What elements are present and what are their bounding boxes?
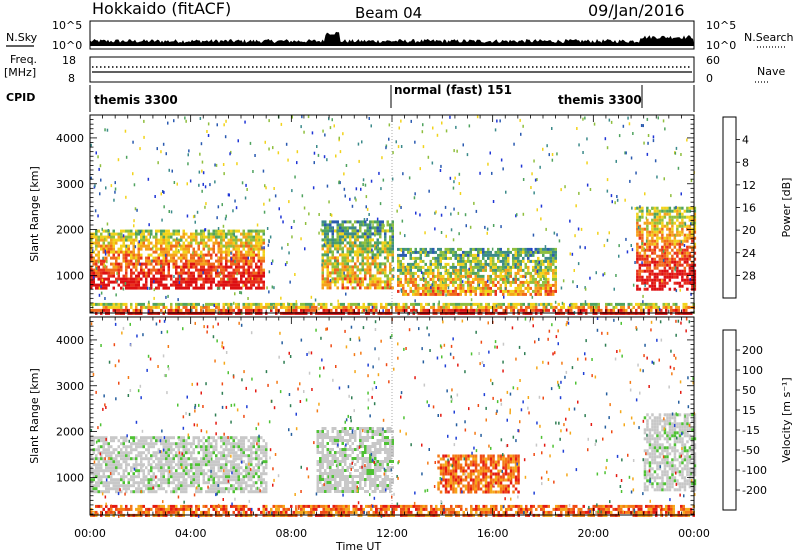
y-tick-label: 1000 <box>56 471 84 484</box>
colorbar-tick-label: 28 <box>742 269 756 282</box>
cpid-segment-label: themis 3300 <box>94 93 178 107</box>
x-tick-label: 00:00 <box>74 527 106 540</box>
cpid-segment-label: themis 3300 <box>558 93 642 107</box>
colorbar-tick-label: 8 <box>742 156 749 169</box>
y-axis-label: Slant Range [km] <box>28 368 41 464</box>
data-region <box>636 206 697 291</box>
data-region <box>90 302 695 315</box>
data-region <box>643 413 697 492</box>
freq-right-tick-low: 0 <box>706 72 713 85</box>
freq-left-tick-low: 8 <box>68 72 75 85</box>
y-tick-label: 2000 <box>56 224 84 237</box>
y-tick-label: 4000 <box>56 334 84 347</box>
data-region <box>316 427 394 493</box>
colorbar-tick-label: 15 <box>742 404 756 417</box>
nsky-label: N.Sky <box>6 31 38 44</box>
x-tick-label: 20:00 <box>577 527 609 540</box>
y-tick-label: 2000 <box>56 426 84 439</box>
scatter-echoes <box>90 317 696 518</box>
freq-label: Freq. <box>10 53 37 66</box>
y-tick-label: 4000 <box>56 132 84 145</box>
x-tick-label: 12:00 <box>376 527 408 540</box>
colorbar-tick-label: 20 <box>742 224 756 237</box>
nave-label: Nave <box>757 65 785 78</box>
power-colorbar: 4 8 12 16 20 24 28 Power [dB] <box>722 116 793 299</box>
y-tick-label: 3000 <box>56 178 84 191</box>
freq-right-tick-high: 60 <box>706 54 720 67</box>
data-region <box>90 436 268 494</box>
cpid-segment-label: normal (fast) 151 <box>394 83 512 97</box>
colorbar-tick-label: 12 <box>742 179 756 192</box>
x-axis-label: Time UT <box>335 540 381 553</box>
scatter-echoes <box>90 115 696 316</box>
cpid-label: CPID <box>6 91 35 104</box>
beam-title: Beam 04 <box>355 4 422 22</box>
x-tick-label: 04:00 <box>175 527 207 540</box>
colorbar-tick-label: -50 <box>742 444 760 457</box>
x-tick-label: 16:00 <box>477 527 509 540</box>
colorbar-tick-label: 50 <box>742 384 756 397</box>
colorbar-label: Power [dB] <box>780 178 793 238</box>
noise-left-tick-high: 10^5 <box>52 19 82 32</box>
freq-panel: 18 8 60 0 <box>62 54 720 85</box>
power-panel: 1000 2000 3000 4000 Slant Range [km] <box>28 114 697 316</box>
colorbar-tick-label: -200 <box>742 484 767 497</box>
colorbar-tick-label: 16 <box>742 202 756 215</box>
y-tick-label: 3000 <box>56 380 84 393</box>
noise-left-tick-low: 10^0 <box>52 39 82 52</box>
x-tick-label: 08:00 <box>275 527 307 540</box>
data-region <box>90 229 265 290</box>
noise-trace <box>90 31 694 46</box>
noise-right-tick-high: 10^5 <box>706 19 736 32</box>
colorbar-tick-label: 100 <box>742 364 763 377</box>
date-title: 09/Jan/2016 <box>588 1 685 20</box>
data-region <box>437 454 520 494</box>
data-region <box>321 220 394 290</box>
data-region <box>397 247 557 296</box>
cpid-row: themis 3300 normal (fast) 151 themis 330… <box>89 83 695 112</box>
y-tick-label: 1000 <box>56 269 84 282</box>
station-title: Hokkaido (fitACF) <box>92 0 231 18</box>
velocity-colorbar: 200 100 50 15 -15 -50 -100 -200 Velocity [m s⁻¹] <box>722 329 793 511</box>
colorbar-tick-label: 24 <box>742 247 756 260</box>
colorbar-label: Velocity [m s⁻¹] <box>780 377 793 462</box>
noise-panel: 10^5 10^0 10^5 10^0 <box>52 19 736 52</box>
freq-left-tick-high: 18 <box>62 54 76 67</box>
y-axis-label: Slant Range [km] <box>28 166 41 262</box>
colorbar-tick-label: -15 <box>742 424 760 437</box>
time-axis: 00:00 04:00 08:00 12:00 16:00 20:00 00:00 <box>74 115 710 540</box>
noise-right-tick-low: 10^0 <box>706 39 736 52</box>
colorbar-tick-label: 4 <box>742 134 749 147</box>
nsearch-label: N.Search <box>744 31 794 44</box>
freq-unit-label: [MHz] <box>4 66 36 79</box>
colorbar-tick-label: 200 <box>742 344 763 357</box>
x-tick-label: 00:00 <box>678 527 710 540</box>
velocity-panel: 1000 2000 3000 4000 Slant Range [km] <box>28 316 697 518</box>
colorbar-tick-label: -100 <box>742 464 767 477</box>
